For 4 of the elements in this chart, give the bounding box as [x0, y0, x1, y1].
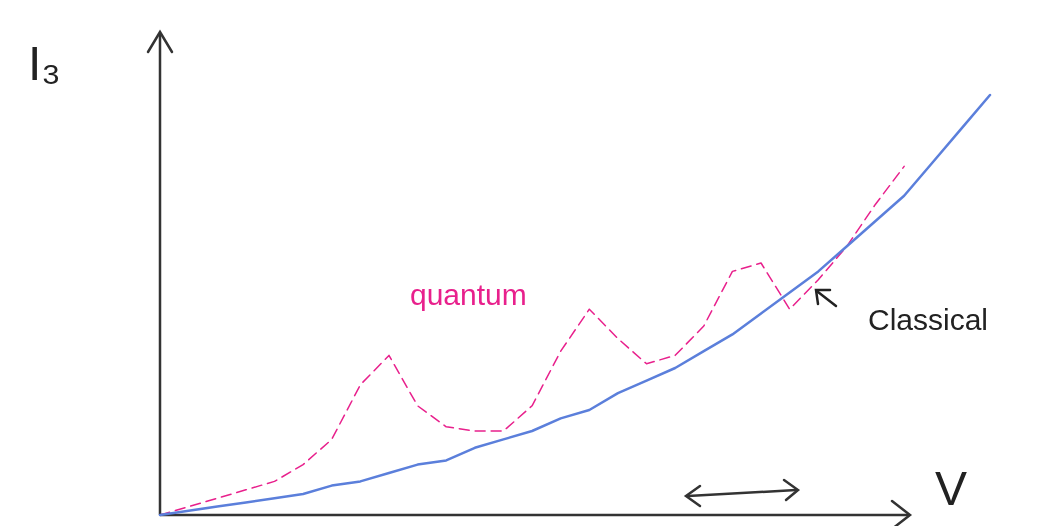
series-label: quantum — [410, 278, 527, 311]
x-axis-title: V — [935, 462, 968, 515]
series-label: Classical — [868, 303, 989, 336]
y-axis-title: I₃ — [28, 37, 61, 90]
